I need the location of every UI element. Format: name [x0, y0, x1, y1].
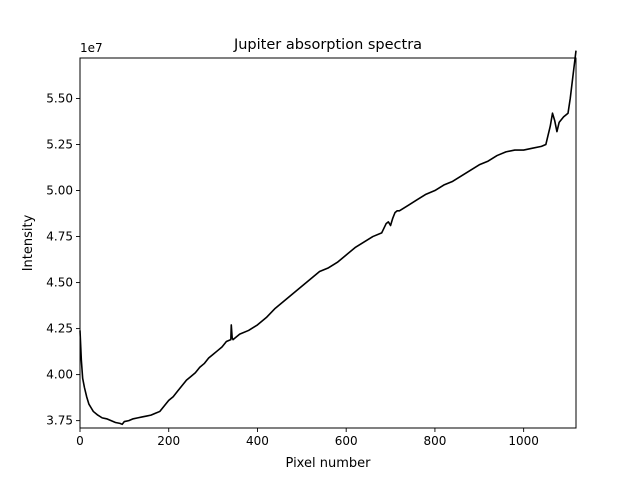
x-tick-label: 1000	[508, 434, 539, 448]
x-axis-ticks: 0 200 400 600 800 1000	[76, 428, 539, 448]
y-axis-ticks: 3.75 4.00 4.25 4.50 4.75 5.00 5.25 5.50	[46, 91, 80, 428]
x-tick-label: 800	[423, 434, 446, 448]
x-tick-label: 400	[246, 434, 269, 448]
series-line-0	[79, 50, 577, 426]
y-tick-label: 4.75	[46, 230, 73, 244]
x-tick-label: 200	[157, 434, 180, 448]
y-tick-label: 3.75	[46, 414, 73, 428]
x-tick-label: 0	[76, 434, 84, 448]
chart-title: Jupiter absorption spectra	[233, 37, 422, 53]
y-tick-label: 4.50	[46, 276, 73, 290]
y-tick-label: 4.25	[46, 322, 73, 336]
y-tick-label: 5.25	[46, 138, 73, 152]
x-axis-label: Pixel number	[286, 456, 372, 471]
x-tick-label: 600	[335, 434, 358, 448]
y-axis-offset-label: 1e7	[80, 41, 103, 55]
y-tick-label: 5.00	[46, 184, 73, 198]
y-tick-label: 4.00	[46, 368, 73, 382]
y-axis-label: Intensity	[21, 214, 36, 271]
plot-frame	[79, 57, 577, 429]
series-line-group	[79, 50, 577, 426]
y-tick-label: 5.50	[46, 91, 73, 105]
